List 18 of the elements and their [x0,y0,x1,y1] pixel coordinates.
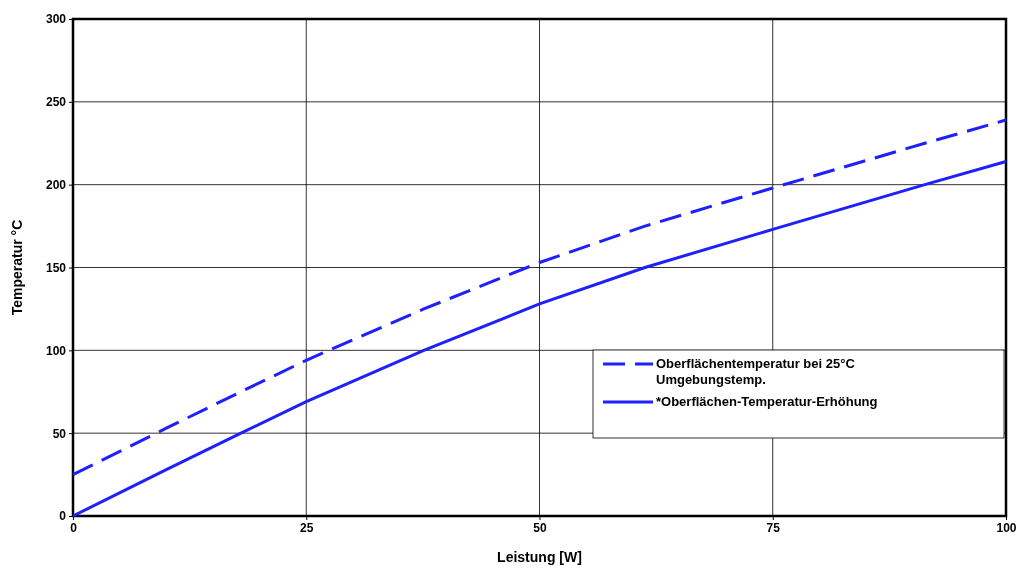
x-tick-label: 75 [766,520,781,535]
y-tick-label: 0 [59,509,67,524]
legend-label: Oberflächentemperatur bei 25°C Umgebungstemp. [656,356,856,387]
y-tick-label: 100 [45,343,67,358]
x-tick-label: 25 [300,520,314,535]
y-axis-title: Temperatur °C [9,219,25,316]
y-tick-label: 200 [45,178,67,193]
y-tick-label: 50 [52,426,67,441]
y-tick-label: 250 [45,95,67,110]
x-tick-label: 0 [70,520,78,535]
y-tick-label: 300 [45,12,67,27]
x-tick-label: 100 [996,520,1017,535]
x-tick-label: 50 [533,520,547,535]
line-series [71,118,1008,477]
y-tick-label: 150 [45,260,67,275]
x-axis-title: Leistung [W] [497,549,582,565]
legend-label: *Oberflächen-Temperatur-Erhöhung [656,394,878,409]
line-series [71,159,1008,518]
